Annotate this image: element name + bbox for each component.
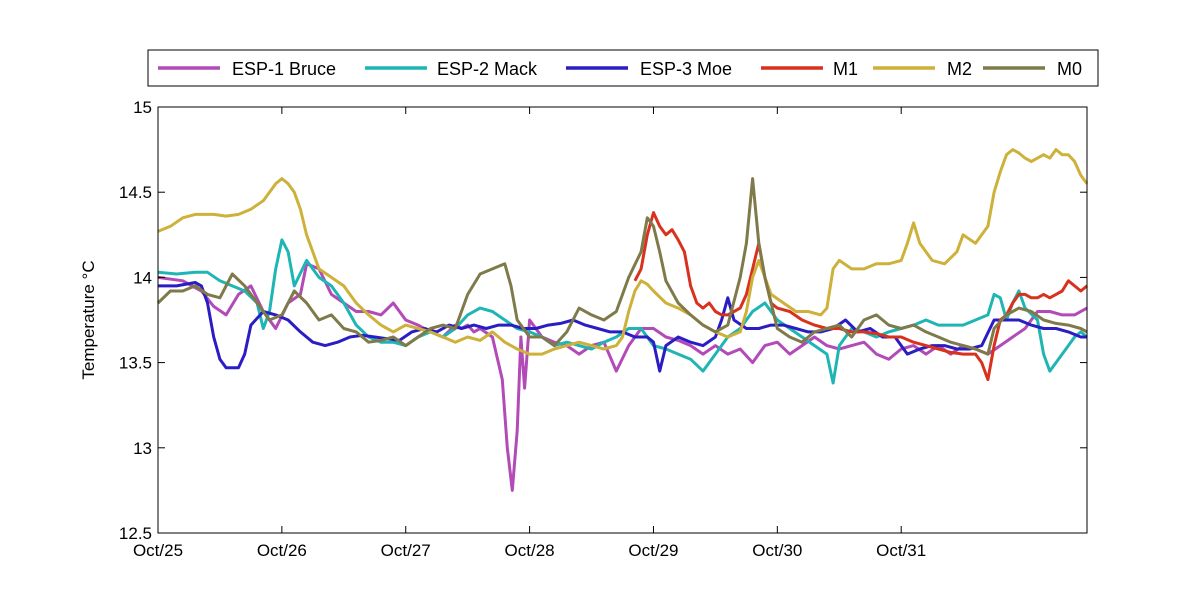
legend-label: ESP-2 Mack [437,59,538,79]
x-tick-label: Oct/28 [505,541,555,560]
legend-label: ESP-1 Bruce [232,59,336,79]
legend: ESP-1 Bruce ESP-2 Mack ESP-3 Moe M1 M2 M0 [158,59,1082,79]
x-tick-label: Oct/26 [257,541,307,560]
y-tick-label: 13 [133,439,152,458]
y-tick-label: 14 [133,268,152,287]
plot-area [158,107,1087,533]
x-tick-label: Oct/30 [752,541,802,560]
x-tick-label: Oct/25 [133,541,183,560]
x-tick-label: Oct/27 [381,541,431,560]
y-tick-label: 14.5 [119,183,152,202]
legend-label: M0 [1057,59,1082,79]
series-line-m0 [156,177,1088,356]
x-tick-label: Oct/31 [876,541,926,560]
series-line-m2 [157,148,1089,356]
axes: 12.5 13 13.5 14 14.5 15 Oct/25 Oct/26 Oct/27 Oct/… [119,98,1087,560]
y-tick-label: 12.5 [119,524,152,543]
series-layer [156,148,1089,492]
legend-label: ESP-3 Moe [640,59,732,79]
legend-label: M1 [833,59,858,79]
plot-frame [157,106,1088,534]
y-tick-label: 15 [133,98,152,117]
y-axis-title: Temperature °C [79,260,98,379]
legend-label: M2 [947,59,972,79]
x-tick-label: Oct/29 [628,541,678,560]
y-tick-label: 13.5 [119,354,152,373]
